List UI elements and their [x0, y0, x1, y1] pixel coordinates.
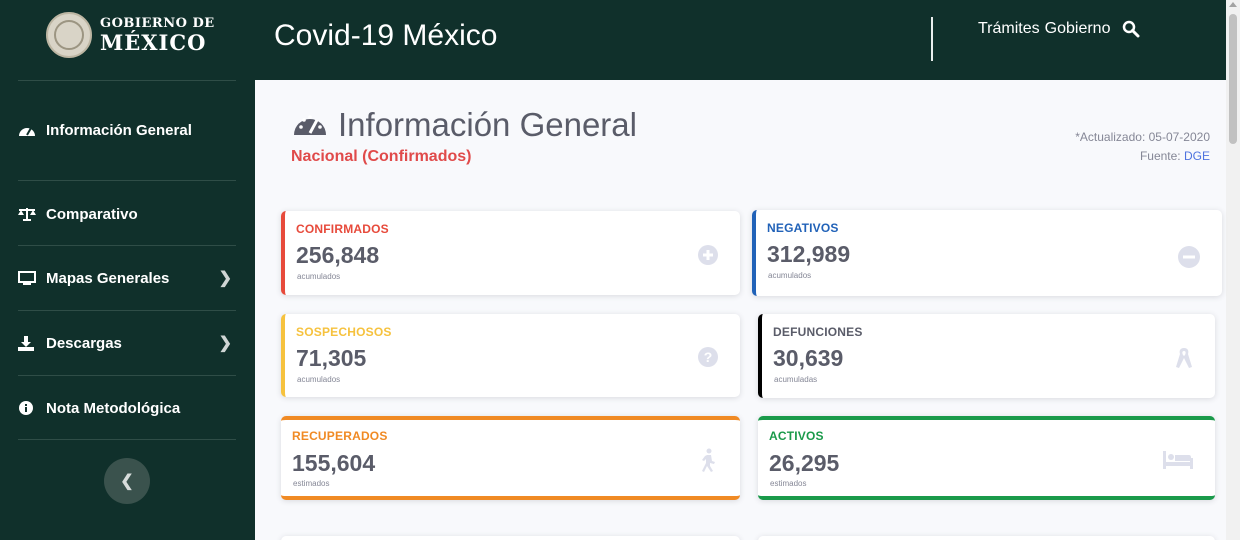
top-navbar: Covid-19 México Trámites Gobierno — [255, 0, 1226, 80]
card-sub: estimados — [770, 479, 807, 488]
scrollbar-thumb[interactable] — [1229, 14, 1237, 144]
updated-date: *Actualizado: 05-07-2020 — [1075, 130, 1210, 144]
sidebar-divider — [18, 439, 236, 440]
card-sub: acumulados — [768, 271, 812, 280]
card-sub: estimados — [293, 479, 330, 488]
walking-icon — [700, 448, 716, 477]
main-content: Información General Nacional (Confirmado… — [255, 80, 1226, 540]
sidebar-item-comparativo[interactable]: Comparativo — [18, 194, 236, 234]
sidebar-item-label: Descargas — [46, 334, 122, 352]
download-icon — [18, 335, 40, 351]
card-label: RECUPERADOS — [292, 429, 388, 443]
card-value: 256,848 — [296, 242, 380, 268]
search-icon[interactable] — [1122, 20, 1140, 38]
page-header: Información General — [292, 106, 637, 144]
sidebar-divider — [18, 375, 236, 376]
stat-card-confirmados: CONFIRMADOS 256,848 acumulados — [281, 211, 740, 295]
logo-line2: MÉXICO — [100, 30, 207, 55]
sidebar-divider — [18, 180, 236, 181]
link-tramites[interactable]: Trámites — [978, 20, 1040, 37]
bed-icon — [1163, 451, 1193, 474]
sidebar-divider — [18, 80, 236, 81]
card-placeholder — [758, 536, 1215, 540]
card-label: ACTIVOS — [769, 429, 824, 443]
card-sub: acumulados — [297, 272, 341, 281]
page-title: Información General — [338, 106, 637, 143]
gobierno-logo[interactable]: GOBIERNO DE MÉXICO — [46, 12, 215, 58]
chevron-right-icon: ❯ — [218, 270, 232, 287]
card-value: 312,989 — [767, 241, 851, 267]
svg-text:?: ? — [704, 349, 713, 365]
logo-line1: GOBIERNO DE — [100, 16, 215, 31]
stat-card-recuperados: RECUPERADOS 155,604 estimados — [281, 416, 740, 500]
card-value: 26,295 — [769, 450, 840, 476]
sidebar-divider — [18, 310, 236, 311]
coat-of-arms-icon — [46, 12, 92, 58]
page-subtitle: Nacional (Confirmados) — [291, 148, 472, 165]
stat-card-activos: ACTIVOS 26,295 estimados — [758, 416, 1215, 500]
source-label: Fuente: — [1139, 149, 1181, 163]
tachometer-icon — [292, 109, 328, 142]
ribbon-icon — [1175, 347, 1193, 374]
question-circle-icon: ? — [698, 347, 718, 372]
monitor-icon — [18, 270, 40, 286]
balance-scale-icon — [18, 207, 40, 221]
sidebar-item-mapas-generales[interactable]: Mapas Generales ❯ — [18, 258, 236, 298]
chevron-left-icon: ❮ — [120, 473, 134, 490]
topbar-divider — [931, 17, 933, 61]
topbar-links: Trámites Gobierno — [978, 20, 1145, 38]
scroll-up-arrow-icon[interactable] — [1229, 2, 1237, 7]
site-title[interactable]: Covid-19 México — [274, 19, 498, 52]
card-sub: acumuladas — [774, 375, 818, 384]
sidebar-item-informacion-general[interactable]: Información General — [18, 110, 236, 150]
source-link[interactable]: DGE — [1183, 149, 1210, 163]
sidebar-item-descargas[interactable]: Descargas ❯ — [18, 323, 236, 363]
minus-circle-icon — [1178, 246, 1200, 273]
link-gobierno[interactable]: Gobierno — [1044, 20, 1111, 37]
card-value: 30,639 — [773, 345, 844, 371]
sidebar: GOBIERNO DE MÉXICO Información General C… — [0, 0, 255, 540]
sidebar-item-label: Información General — [46, 121, 192, 139]
sidebar-divider — [18, 245, 236, 246]
chevron-right-icon: ❯ — [218, 335, 232, 352]
update-info: *Actualizado: 05-07-2020 Fuente: DGE — [1075, 128, 1210, 166]
info-circle-icon — [18, 400, 40, 416]
sidebar-toggle-button[interactable]: ❮ — [104, 458, 150, 504]
plus-circle-icon — [698, 245, 718, 270]
vertical-scrollbar[interactable] — [1226, 0, 1240, 540]
card-sub: acumulados — [297, 375, 341, 384]
card-value: 155,604 — [292, 450, 376, 476]
sidebar-item-label: Mapas Generales — [46, 269, 170, 287]
card-label: CONFIRMADOS — [296, 222, 389, 236]
card-placeholder — [281, 536, 740, 540]
stat-card-negativos: NEGATIVOS 312,989 acumulados — [752, 210, 1222, 296]
sidebar-item-nota-metodologica[interactable]: Nota Metodológica — [18, 388, 236, 428]
card-value: 71,305 — [296, 345, 367, 371]
sidebar-item-label: Comparativo — [46, 205, 138, 223]
sidebar-item-label: Nota Metodológica — [46, 399, 181, 417]
tachometer-icon — [18, 123, 40, 137]
card-label: SOSPECHOSOS — [296, 325, 392, 339]
card-label: NEGATIVOS — [767, 221, 839, 235]
card-label: DEFUNCIONES — [773, 325, 863, 339]
stat-card-defunciones: DEFUNCIONES 30,639 acumuladas — [758, 314, 1215, 398]
stat-card-sospechosos: SOSPECHOSOS 71,305 acumulados ? — [281, 314, 740, 397]
